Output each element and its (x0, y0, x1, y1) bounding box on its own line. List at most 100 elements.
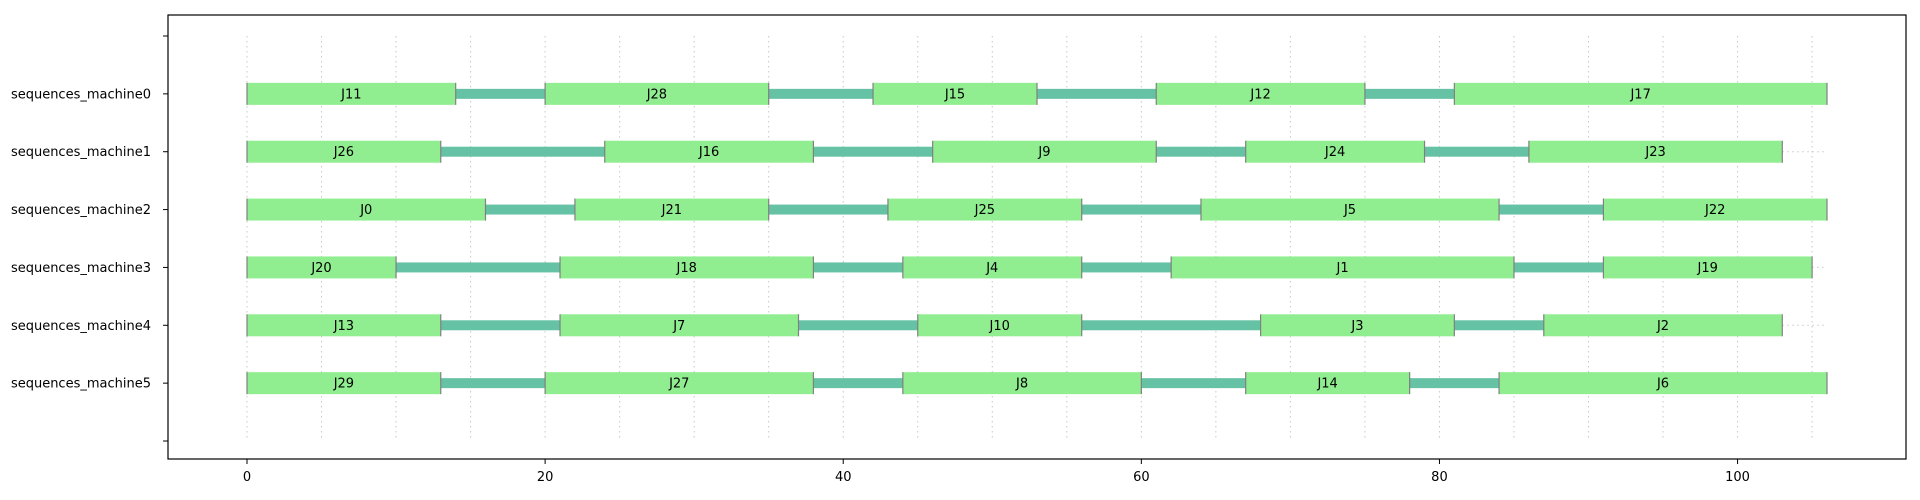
interval-label: J25 (974, 203, 995, 218)
interval-label: J3 (1350, 319, 1363, 334)
interval-bar (1260, 314, 1455, 337)
transition-bar (813, 378, 903, 389)
interval-bar (1528, 140, 1783, 163)
interval-bar (1603, 256, 1813, 279)
interval-bar (247, 140, 441, 163)
interval-label: J6 (1656, 377, 1669, 392)
interval-bar (1454, 82, 1827, 105)
interval-label: J1 (1336, 261, 1349, 276)
interval-label: J17 (1629, 87, 1650, 102)
interval-label: J5 (1343, 203, 1356, 218)
interval-bar (545, 372, 814, 395)
interval-label: J24 (1324, 145, 1345, 160)
interval-label: J20 (310, 261, 331, 276)
interval-label: J29 (333, 377, 354, 392)
y-tick-label: sequences_machine4 (11, 319, 151, 334)
interval-bar (932, 140, 1157, 163)
transition-bar (440, 378, 546, 389)
interval-bar (1245, 372, 1410, 395)
transition-bar (813, 262, 903, 273)
interval-label: J15 (944, 87, 965, 102)
transition-bar (485, 204, 575, 215)
transition-bar (396, 262, 561, 273)
transition-bar (1141, 378, 1246, 389)
interval-label: J4 (985, 261, 998, 276)
transition-bar (1499, 204, 1604, 215)
transition-bar (440, 146, 605, 157)
interval-bar (574, 198, 769, 221)
interval-label: J18 (676, 261, 697, 276)
interval-label: J9 (1037, 145, 1050, 160)
transition-bar (1409, 378, 1500, 389)
interval-label: J8 (1015, 377, 1028, 392)
interval-label: J0 (359, 203, 372, 218)
interval-label: J7 (672, 319, 685, 334)
interval-label: J27 (668, 377, 689, 392)
transition-bar (798, 320, 918, 331)
interval-bar (545, 82, 769, 105)
interval-label: J10 (989, 319, 1010, 334)
x-axis: 0 20 40 60 80 100 (243, 459, 1750, 485)
interval-bar (917, 314, 1082, 337)
transition-bar (768, 88, 874, 99)
y-tick-label: sequences_machine3 (11, 261, 151, 276)
y-tick-label: sequences_machine2 (11, 203, 151, 218)
transition-bar (455, 88, 546, 99)
interval-bar (1499, 372, 1827, 395)
interval-bar (1245, 140, 1425, 163)
interval-bar (873, 82, 1037, 105)
machine-row: J0 J21 J25 J5 J22 (246, 198, 1828, 221)
interval-bar (604, 140, 814, 163)
transition-bar (1081, 204, 1201, 215)
y-tick-label: sequences_machine1 (11, 145, 151, 160)
interval-bar (902, 256, 1082, 279)
interval-label: J16 (698, 145, 719, 160)
transition-bar (1081, 320, 1261, 331)
x-tick-label: 20 (537, 470, 554, 485)
interval-bar (247, 198, 486, 221)
transition-bar (768, 204, 888, 215)
interval-bar (247, 82, 456, 105)
interval-bar (1543, 314, 1783, 337)
interval-label: J28 (646, 87, 667, 102)
interval-label: J23 (1644, 145, 1665, 160)
transition-bar (1364, 88, 1455, 99)
y-tick-label: sequences_machine0 (11, 87, 151, 102)
interval-bar (1200, 198, 1500, 221)
interval-bar (560, 314, 799, 337)
interval-bar (247, 372, 441, 395)
interval-bar (560, 256, 814, 279)
transition-bar (1424, 146, 1529, 157)
interval-label: J12 (1249, 87, 1270, 102)
transition-bar (1513, 262, 1604, 273)
y-axis: sequences_machine0 sequences_machine1sequ… (11, 35, 168, 442)
interval-label: J22 (1704, 203, 1725, 218)
transition-bar (813, 146, 933, 157)
interval-label: J2 (1656, 319, 1669, 334)
machine-row: J11 J28 J15 J12 J17 (246, 82, 1828, 105)
machine-row: J13 J7 J10 J3 J2 (246, 314, 1827, 337)
interval-bar (247, 256, 397, 279)
interval-bar (247, 314, 441, 337)
interval-bar (887, 198, 1082, 221)
transition-bar (440, 320, 561, 331)
y-tick-label: sequences_machine5 (11, 377, 151, 392)
interval-label: J13 (333, 319, 354, 334)
x-tick-label: 80 (1431, 470, 1448, 485)
x-tick-label: 0 (243, 470, 251, 485)
interval-label: J14 (1316, 377, 1337, 392)
x-tick-label: 60 (1133, 470, 1150, 485)
interval-label: J26 (333, 145, 354, 160)
x-tick-label: 100 (1725, 470, 1750, 485)
machine-row: J29 J27 J8 J14 J6 (246, 372, 1828, 395)
machine-row: J20 J18 J4 J1 J19 (246, 256, 1827, 279)
transition-bar (1454, 320, 1544, 331)
interval-bar (1603, 198, 1827, 221)
interval-bar (1156, 82, 1365, 105)
interval-label: J21 (661, 203, 682, 218)
transition-bar (1037, 88, 1157, 99)
interval-bar (1171, 256, 1514, 279)
interval-label: J19 (1697, 261, 1718, 276)
